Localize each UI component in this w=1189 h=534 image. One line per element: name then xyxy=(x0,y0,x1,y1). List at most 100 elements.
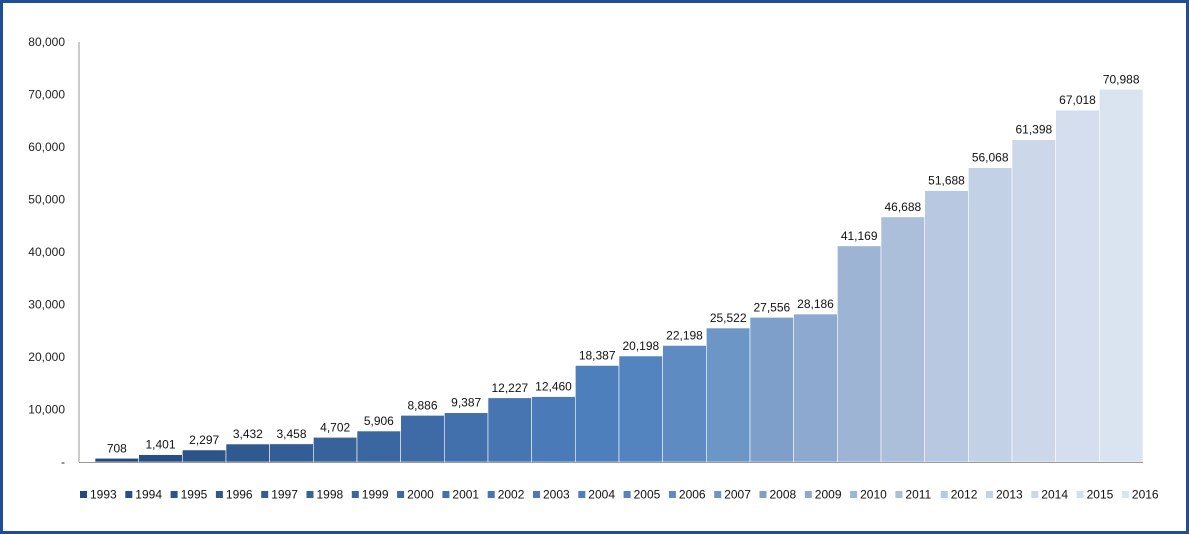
legend-label: 2016 xyxy=(1132,488,1159,502)
y-tick-label: 80,000 xyxy=(28,35,65,49)
y-tick-label: - xyxy=(61,455,65,469)
data-label: 708 xyxy=(107,441,127,455)
data-label: 3,458 xyxy=(276,427,306,441)
legend-label: 2003 xyxy=(543,488,570,502)
legend-label: 2004 xyxy=(588,488,615,502)
legend-item: 2014 xyxy=(1031,488,1068,502)
legend-item: 2007 xyxy=(714,488,751,502)
legend-swatch xyxy=(215,491,223,498)
legend-item: 1998 xyxy=(306,488,344,502)
data-label: 61,398 xyxy=(1015,123,1052,137)
bar xyxy=(1011,139,1056,463)
legend-swatch xyxy=(759,491,767,498)
bar xyxy=(968,167,1013,463)
legend-label: 1996 xyxy=(226,488,253,502)
legend-swatch xyxy=(351,491,359,498)
y-axis-ticks: - 10,000 20,000 30,000 40,000 50,000 60,000 70,… xyxy=(28,35,65,469)
bar xyxy=(94,457,139,463)
legend-swatch xyxy=(940,491,948,498)
legend-label: 2002 xyxy=(498,488,525,502)
legend-swatch xyxy=(533,491,540,498)
legend-item: 2000 xyxy=(397,488,434,502)
legend-swatch xyxy=(804,491,812,498)
legend-label: 2000 xyxy=(407,488,434,502)
bar xyxy=(618,355,663,463)
bar xyxy=(182,449,227,463)
data-label: 27,556 xyxy=(753,300,790,314)
bar xyxy=(749,317,794,463)
legend-item: 2010 xyxy=(850,488,887,502)
legend-swatch xyxy=(986,491,993,498)
legend-item: 2004 xyxy=(578,488,615,502)
bar xyxy=(225,443,270,463)
legend-swatch xyxy=(442,491,450,498)
bar xyxy=(706,327,751,463)
legend-item: 1995 xyxy=(170,488,208,502)
data-label: 4,702 xyxy=(320,420,350,434)
legend-item: 2013 xyxy=(986,488,1023,502)
legend-swatch xyxy=(1121,491,1129,498)
legend-label: 2001 xyxy=(452,488,479,502)
y-tick-label: 10,000 xyxy=(28,403,65,417)
legend-swatch xyxy=(170,491,178,498)
legend-label: 2006 xyxy=(679,488,706,502)
bar xyxy=(531,396,576,463)
legend-item: 1996 xyxy=(215,488,253,502)
data-label: 56,068 xyxy=(972,151,1009,165)
data-label: 12,460 xyxy=(535,380,572,394)
data-label: 67,018 xyxy=(1059,93,1096,107)
legend-swatch xyxy=(1031,491,1039,498)
legend-item: 2015 xyxy=(1076,488,1114,502)
bar xyxy=(356,430,401,463)
legend-item: 2009 xyxy=(804,488,842,502)
legend-item: 2002 xyxy=(487,488,525,502)
legend-swatch xyxy=(80,491,87,498)
legend-item: 2016 xyxy=(1121,488,1159,502)
legend-item: 1999 xyxy=(351,488,389,502)
legend-label: 2015 xyxy=(1087,488,1114,502)
data-label: 46,688 xyxy=(884,200,921,214)
legend-label: 2007 xyxy=(724,488,751,502)
data-label: 20,198 xyxy=(622,339,659,353)
bar xyxy=(400,415,445,463)
legend-swatch xyxy=(487,491,495,498)
y-tick-label: 40,000 xyxy=(28,245,65,259)
legend-swatch xyxy=(1076,491,1084,498)
data-label: 41,169 xyxy=(841,229,878,243)
legend-label: 1998 xyxy=(317,488,344,502)
legend-item: 1994 xyxy=(125,488,162,502)
legend-swatch xyxy=(261,491,269,498)
legend-swatch xyxy=(895,491,903,498)
legend-label: 2014 xyxy=(1041,488,1068,502)
bar xyxy=(880,216,925,463)
legend-label: 2012 xyxy=(951,488,978,502)
bar xyxy=(1099,89,1144,463)
legend-item: 1993 xyxy=(80,488,117,502)
bar xyxy=(662,345,707,463)
bar xyxy=(1055,109,1100,463)
data-label: 25,522 xyxy=(710,311,747,325)
legend-item: 2001 xyxy=(442,488,479,502)
legend-item: 2005 xyxy=(623,488,661,502)
bar xyxy=(487,397,532,463)
legend-swatch xyxy=(306,491,314,498)
legend-swatch xyxy=(668,491,676,498)
data-label: 70,988 xyxy=(1103,72,1140,86)
data-labels: 708 1,401 2,297 3,432 3,458 4,702 5,906 8,886 9,… xyxy=(107,72,1140,455)
bar xyxy=(313,437,358,463)
bar xyxy=(138,454,183,463)
legend-label: 1994 xyxy=(135,488,162,502)
bar xyxy=(575,365,620,463)
y-tick-label: 30,000 xyxy=(28,298,65,312)
legend-label: 1995 xyxy=(181,488,208,502)
legend-label: 2013 xyxy=(996,488,1023,502)
y-tick-label: 60,000 xyxy=(28,140,65,154)
data-label: 8,886 xyxy=(407,398,437,412)
y-tick-label: 20,000 xyxy=(28,350,65,364)
data-label: 28,186 xyxy=(797,297,834,311)
bar xyxy=(924,190,969,463)
data-label: 22,198 xyxy=(666,328,703,342)
legend-item: 2003 xyxy=(533,488,570,502)
y-tick-label: 50,000 xyxy=(28,193,65,207)
